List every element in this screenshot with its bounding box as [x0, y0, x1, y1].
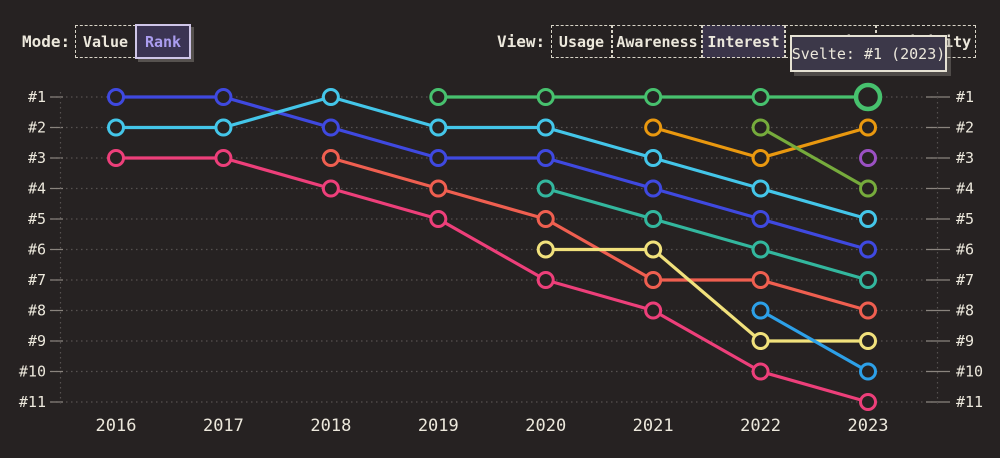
data-point-yellow-2023[interactable] — [859, 332, 878, 350]
data-point-orange-2023[interactable] — [859, 118, 878, 137]
series-line-lightblue — [758, 308, 870, 374]
data-point-cyan-2023[interactable] — [859, 210, 878, 228]
data-point-yellow-2021[interactable] — [644, 240, 663, 259]
chart-tooltip: Svelte: #1 (2023) — [790, 35, 947, 72]
data-point-orange-2022[interactable] — [751, 149, 770, 167]
mode-option-value[interactable]: Value — [75, 25, 136, 58]
data-point-teal-2020[interactable] — [536, 179, 555, 198]
data-point-salmon-2023[interactable] — [859, 301, 878, 320]
series-line-olive — [758, 125, 870, 191]
data-point-salmon-2020[interactable] — [536, 210, 555, 228]
data-point-indigo-2017[interactable] — [214, 88, 233, 106]
rank-label-left: #4 — [28, 180, 46, 198]
data-point-salmon-2022[interactable] — [751, 271, 770, 289]
rank-label-left: #8 — [28, 302, 46, 320]
view-option-usage[interactable]: Usage — [551, 25, 612, 58]
rank-label-left: #2 — [28, 119, 46, 137]
rank-label-right: #9 — [956, 332, 974, 350]
data-point-indigo-2018[interactable] — [321, 118, 340, 137]
year-label: 2021 — [633, 416, 674, 436]
data-point-teal-2022[interactable] — [751, 240, 770, 259]
data-point-olive-2022[interactable] — [751, 118, 770, 137]
data-point-cyan-2018[interactable] — [321, 88, 340, 106]
data-point-Svelte-2022[interactable] — [751, 88, 770, 106]
year-label: 2017 — [203, 416, 244, 436]
data-point-salmon-2019[interactable] — [429, 179, 448, 198]
data-point-indigo-2020[interactable] — [536, 149, 555, 167]
rank-label-left: #3 — [28, 149, 46, 167]
data-point-yellow-2022[interactable] — [751, 332, 770, 350]
view-option-awareness[interactable]: Awareness — [612, 25, 702, 58]
data-point-salmon-2018[interactable] — [321, 149, 340, 167]
data-point-pink-2017[interactable] — [214, 149, 233, 167]
data-point-Svelte-2023[interactable] — [853, 82, 883, 112]
data-point-indigo-2023[interactable] — [859, 240, 878, 259]
rank-label-left: #7 — [28, 271, 46, 289]
year-label: 2018 — [310, 416, 351, 436]
mode-option-rank[interactable]: Rank — [135, 24, 191, 59]
data-point-pink-2023[interactable] — [859, 393, 878, 411]
series-line-pink — [114, 156, 870, 404]
data-point-olive-2023[interactable] — [859, 179, 878, 198]
series-line-indigo — [114, 95, 870, 252]
rank-label-right: #3 — [956, 149, 974, 167]
data-point-pink-2016[interactable] — [107, 149, 125, 167]
data-point-indigo-2016[interactable] — [107, 88, 125, 106]
data-point-teal-2023[interactable] — [859, 271, 878, 289]
year-label: 2016 — [96, 416, 137, 436]
data-point-salmon-2021[interactable] — [644, 271, 663, 289]
data-point-pink-2018[interactable] — [321, 179, 340, 198]
rank-label-right: #5 — [956, 210, 974, 228]
data-point-orange-2021[interactable] — [644, 118, 663, 137]
rank-label-left: #1 — [28, 88, 46, 106]
year-label: 2019 — [418, 416, 459, 436]
data-point-pink-2022[interactable] — [751, 362, 770, 381]
view-option-interest[interactable]: Interest — [702, 25, 785, 58]
rank-label-right: #8 — [956, 302, 974, 320]
year-label: 2022 — [740, 416, 781, 436]
rank-label-left: #11 — [19, 393, 46, 411]
series-line-cyan — [114, 95, 870, 221]
data-point-purple-2023[interactable] — [859, 149, 878, 167]
mode-label: Mode: — [22, 32, 71, 51]
data-point-indigo-2021[interactable] — [644, 179, 663, 198]
data-point-cyan-2021[interactable] — [644, 149, 663, 167]
data-point-lightblue-2022[interactable] — [751, 301, 770, 320]
data-point-pink-2021[interactable] — [644, 301, 663, 320]
data-point-pink-2020[interactable] — [536, 271, 555, 289]
rank-label-right: #11 — [956, 393, 983, 411]
data-point-cyan-2017[interactable] — [214, 118, 233, 137]
rank-label-right: #7 — [956, 271, 974, 289]
data-point-pink-2019[interactable] — [429, 210, 448, 228]
year-label: 2023 — [848, 416, 889, 436]
series-line-salmon — [329, 156, 870, 313]
data-point-Svelte-2020[interactable] — [536, 88, 555, 106]
rank-label-left: #9 — [28, 332, 46, 350]
rank-label-right: #2 — [956, 119, 974, 137]
rank-label-right: #1 — [956, 88, 974, 106]
rank-label-left: #10 — [19, 363, 46, 381]
view-label: View: — [497, 32, 546, 51]
rank-label-left: #5 — [28, 210, 46, 228]
rank-label-right: #4 — [956, 180, 974, 198]
data-point-indigo-2019[interactable] — [429, 149, 448, 167]
data-point-yellow-2020[interactable] — [536, 240, 555, 259]
data-point-lightblue-2023[interactable] — [859, 362, 878, 381]
data-point-cyan-2020[interactable] — [536, 118, 555, 137]
data-point-teal-2021[interactable] — [644, 210, 663, 228]
rank-label-right: #10 — [956, 363, 983, 381]
rank-label-left: #6 — [28, 241, 46, 259]
data-point-cyan-2016[interactable] — [107, 118, 125, 137]
year-label: 2020 — [525, 416, 566, 436]
series-line-teal — [544, 186, 870, 282]
data-point-indigo-2022[interactable] — [751, 210, 770, 228]
data-point-Svelte-2019[interactable] — [429, 88, 448, 106]
rank-label-right: #6 — [956, 241, 974, 259]
data-point-cyan-2022[interactable] — [751, 179, 770, 198]
data-point-cyan-2019[interactable] — [429, 118, 448, 137]
data-point-Svelte-2021[interactable] — [644, 88, 663, 106]
